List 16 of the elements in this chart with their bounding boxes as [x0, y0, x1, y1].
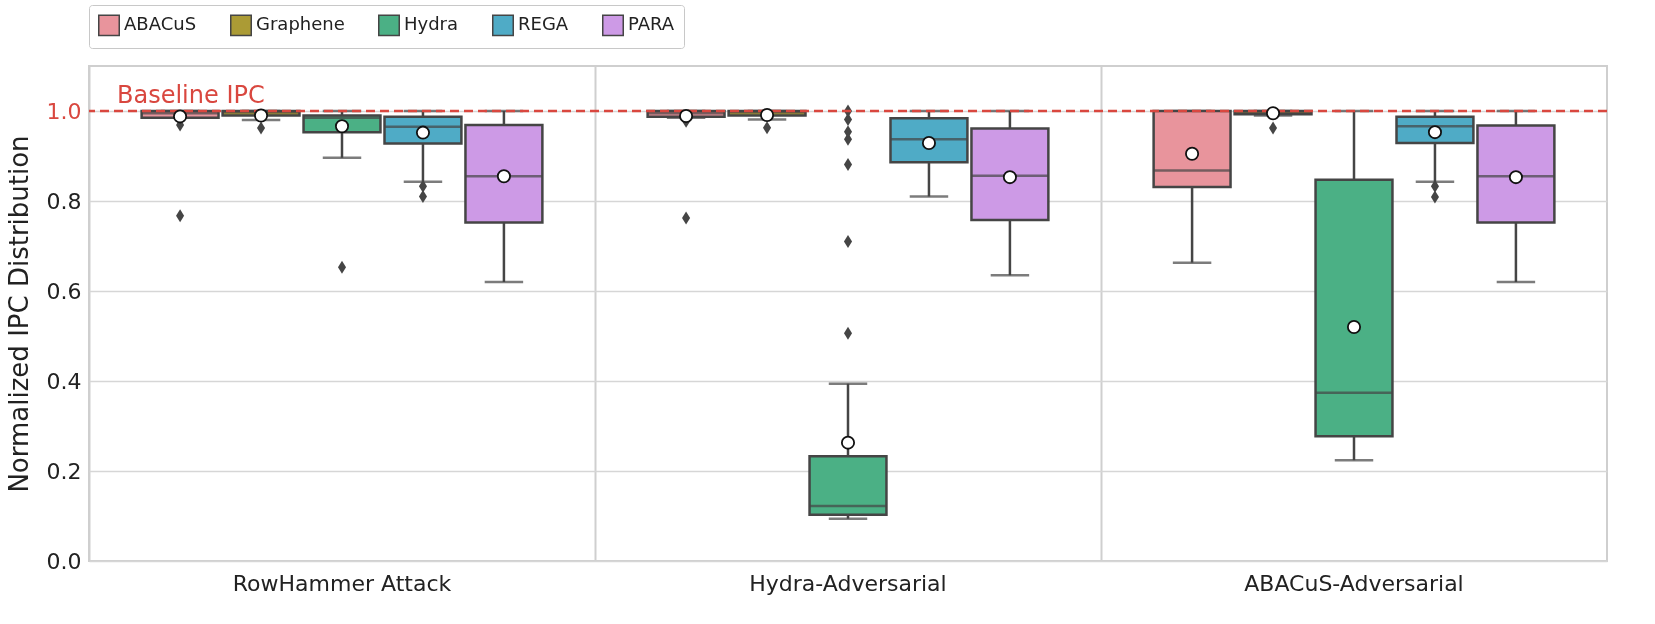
y-tick-label: 0.4	[46, 368, 82, 394]
y-tick-label: 0.2	[46, 458, 82, 484]
x-tick-label: ABACuS-Adversarial	[1244, 570, 1464, 596]
legend-label: ABACuS	[124, 13, 197, 35]
legend-label: PARA	[628, 13, 675, 35]
ref-line-label: Baseline IPC	[117, 81, 265, 109]
y-tick-label: 1.0	[46, 98, 82, 124]
y-tick-label: 0.8	[46, 188, 82, 214]
x-tick-label: Hydra-Adversarial	[749, 570, 947, 596]
legend-label: Hydra	[404, 13, 459, 35]
legend-label: REGA	[518, 13, 569, 35]
x-tick-label: RowHammer Attack	[232, 570, 452, 596]
legend-label: Graphene	[256, 13, 345, 35]
y-tick-label: 0.0	[46, 548, 82, 574]
y-tick-label: 0.6	[46, 278, 82, 304]
y-axis-title: Normalized IPC Distribution	[3, 135, 34, 493]
